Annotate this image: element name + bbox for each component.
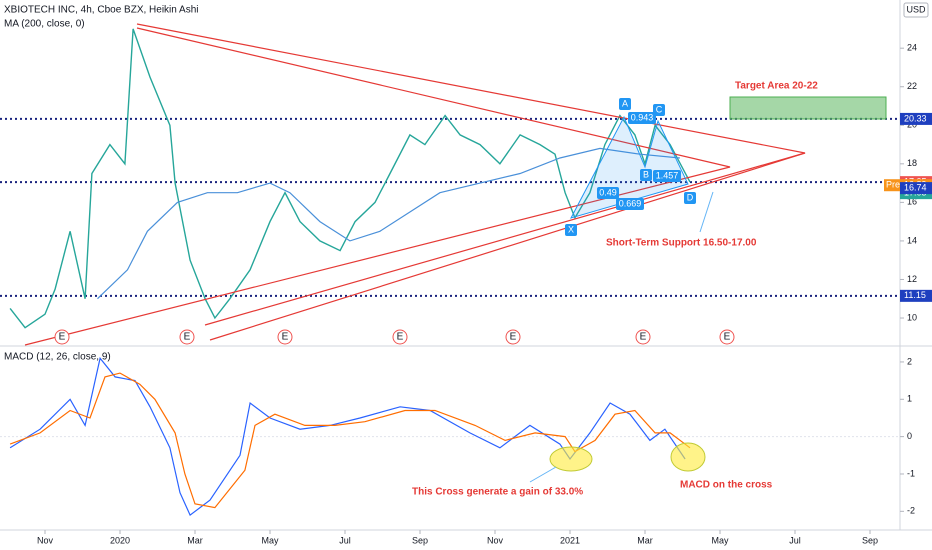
target-box bbox=[729, 96, 887, 120]
x-tick-label: Sep bbox=[412, 535, 428, 545]
price-tag bbox=[900, 112, 932, 125]
y-tick-label: 14 bbox=[907, 235, 917, 245]
price-tag bbox=[900, 289, 932, 302]
point-label: X bbox=[568, 224, 574, 234]
ratio-box bbox=[653, 170, 681, 182]
ma-label: MA (200, close, 0) bbox=[4, 19, 85, 30]
currency: USD bbox=[906, 4, 926, 14]
earnings-marker bbox=[719, 329, 735, 345]
point-label: C bbox=[656, 104, 663, 114]
earnings-marker bbox=[54, 329, 70, 345]
price-tag bbox=[900, 182, 932, 195]
y-tick-label: 2 bbox=[907, 356, 912, 366]
drawings bbox=[24, 23, 806, 346]
point-box bbox=[640, 169, 652, 181]
x-tick-label: May bbox=[261, 535, 279, 545]
earnings-marker bbox=[277, 329, 293, 345]
x-tick-label: Mar bbox=[637, 535, 653, 545]
cross-label: This Cross generate a gain of 33.0% bbox=[412, 487, 583, 498]
triangle-inner bbox=[24, 27, 731, 346]
x-tick-label: Nov bbox=[37, 535, 54, 545]
y-tick-label: 1 bbox=[907, 394, 912, 404]
point-box bbox=[565, 224, 577, 236]
x-tick-label: Nov bbox=[487, 535, 504, 545]
ratio-box bbox=[597, 187, 619, 199]
currency-box[interactable] bbox=[903, 2, 929, 18]
y-tick-label: 24 bbox=[907, 43, 917, 53]
x-tick-label: Jul bbox=[789, 535, 801, 545]
earnings-marker bbox=[392, 329, 408, 345]
point-box bbox=[619, 98, 631, 110]
cross-highlight bbox=[549, 446, 593, 472]
point-label: D bbox=[687, 192, 694, 202]
y-tick-label: 10 bbox=[907, 312, 917, 322]
point-box bbox=[684, 192, 696, 204]
pre-tag bbox=[884, 179, 900, 192]
ratio-label: 0.669 bbox=[619, 198, 642, 208]
earnings-label: E bbox=[724, 332, 731, 343]
y-tick-label: 12 bbox=[907, 274, 917, 284]
earnings-marker bbox=[635, 329, 651, 345]
x-tick-label: Sep bbox=[862, 535, 878, 545]
price-tag-label: 20.33 bbox=[904, 113, 927, 123]
y-tick-label: 18 bbox=[907, 158, 917, 168]
point-label: A bbox=[622, 98, 628, 108]
support-line bbox=[209, 152, 806, 341]
macd-cross-label: MACD on the cross bbox=[680, 480, 773, 491]
ratio-box bbox=[616, 198, 644, 210]
earnings-label: E bbox=[184, 332, 191, 343]
ratio-box bbox=[628, 112, 656, 124]
x-tick-label: Mar bbox=[187, 535, 203, 545]
pre-label: Pre bbox=[886, 180, 900, 190]
point-label: B bbox=[643, 169, 649, 179]
earnings-marker bbox=[505, 329, 521, 345]
cross-highlight bbox=[670, 442, 706, 472]
x-tick-label: Jul bbox=[339, 535, 351, 545]
earnings-marker bbox=[179, 329, 195, 345]
cross-arrow bbox=[529, 466, 557, 483]
pattern-points: X A B C D 0.943 0.49 1.457 0.669 bbox=[565, 98, 696, 236]
x-tick-label: 2021 bbox=[560, 535, 580, 545]
price-tag-label: 16.74 bbox=[904, 182, 927, 192]
series-line bbox=[9, 28, 691, 329]
earnings-label: E bbox=[59, 332, 66, 343]
chart-title: XBIOTECH INC, 4h, Cboe BZX, Heikin Ashi bbox=[4, 5, 199, 16]
y-tick-label: -2 bbox=[907, 506, 915, 516]
x-tick-label: 2020 bbox=[110, 535, 130, 545]
target-label: Target Area 20-22 bbox=[735, 81, 818, 92]
point-box bbox=[653, 104, 665, 116]
macd-title: MACD (12, 26, close, 9) bbox=[4, 352, 111, 363]
support-arrow bbox=[699, 191, 714, 233]
y-tick-label: 22 bbox=[907, 81, 917, 91]
price-tag-label: 11.15 bbox=[904, 290, 926, 300]
ratio-label: 1.457 bbox=[656, 170, 679, 180]
x-tick-label: May bbox=[711, 535, 729, 545]
y-tick-label: 0 bbox=[907, 431, 912, 441]
series-line bbox=[97, 147, 680, 300]
earnings-label: E bbox=[282, 332, 289, 343]
earnings-label: E bbox=[510, 332, 517, 343]
series-line bbox=[9, 372, 691, 509]
y-tick-label: -1 bbox=[907, 468, 915, 478]
ratio-label: 0.943 bbox=[631, 112, 654, 122]
earnings-label: E bbox=[397, 332, 404, 343]
ratio-label: 0.49 bbox=[599, 187, 617, 197]
support-label: Short-Term Support 16.50-17.00 bbox=[606, 238, 757, 249]
series-line bbox=[9, 356, 686, 517]
earnings-label: E bbox=[640, 332, 647, 343]
y-tick-label: 16 bbox=[907, 197, 917, 207]
